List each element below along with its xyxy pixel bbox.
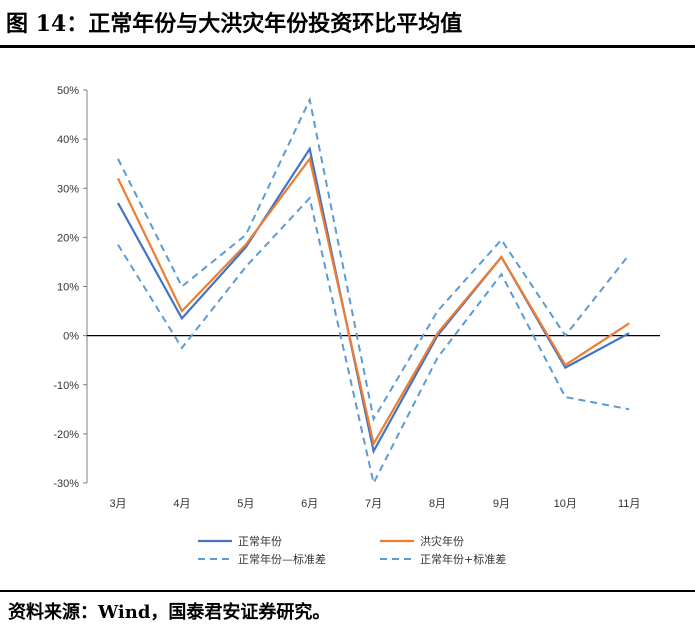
y-tick-label: 0% [63,331,79,343]
figure-title: 图 14：正常年份与大洪灾年份投资环比平均值 [6,11,463,37]
legend-label: 洪灾年份 [420,534,464,548]
x-tick-label: 3月 [109,498,126,510]
x-tick-label: 6月 [301,498,318,510]
legend-label: 正常年份 [238,534,282,548]
top-divider [0,45,695,48]
legend-label: 正常年份—标准差 [238,552,326,566]
y-tick-label: -20% [53,429,79,441]
series-line-2 [117,196,630,486]
y-tick-label: -30% [53,478,79,490]
series-line-3 [117,96,630,422]
line-chart: -30% -20% -10% 0% 10% 20% 30% 40% 50% 3月 4月 5月 6月 7月… [53,85,660,566]
x-tick-label: 7月 [365,498,382,510]
series-line-1 [117,156,630,447]
series-line-0 [117,146,630,455]
x-axis-labels: 3月 4月 5月 6月 7月 8月 9月 10月 11月 [109,498,640,510]
legend-label: 正常年份+标准差 [420,552,506,566]
y-tick-label: 30% [57,183,79,195]
x-tick-label: 8月 [429,498,446,510]
y-tick-label: 10% [57,282,79,294]
x-tick-label: 4月 [173,498,190,510]
y-axis: -30% -20% -10% 0% 10% 20% 30% 40% 50% [53,85,660,490]
series-lines [117,96,630,486]
x-tick-label: 10月 [554,498,577,510]
y-tick-label: 50% [57,85,79,97]
y-tick-label: 20% [57,232,79,244]
source-note: 资料来源：Wind，国泰君安证券研究。 [8,602,331,623]
x-tick-label: 5月 [237,498,254,510]
y-tick-label: 40% [57,134,79,146]
bottom-divider [0,590,695,592]
x-tick-label: 9月 [493,498,510,510]
x-tick-label: 11月 [618,498,640,510]
y-tick-label: -10% [53,380,79,392]
